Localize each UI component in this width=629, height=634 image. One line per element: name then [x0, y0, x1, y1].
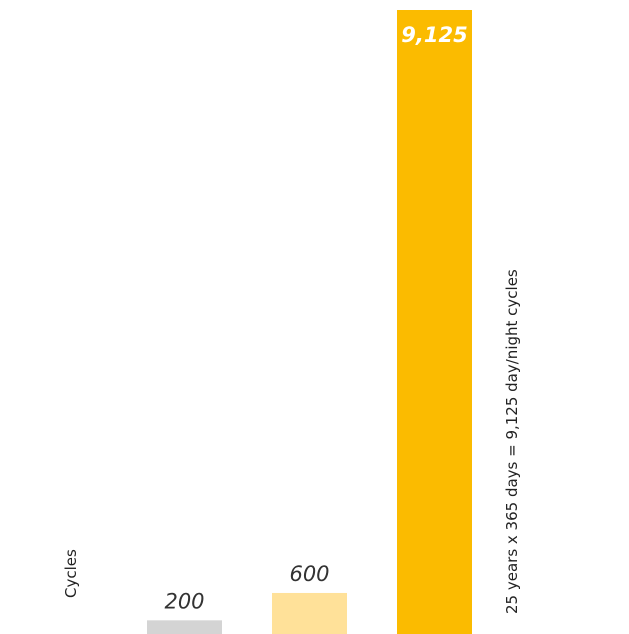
value-label-2: 600: [289, 562, 329, 586]
y-axis-label: Cycles: [62, 549, 80, 598]
calculation-annotation: 25 years x 365 days = 9,125 day/night cy…: [503, 269, 521, 614]
bar-2: [272, 592, 347, 634]
bar-1: [147, 620, 222, 634]
value-label-3: 9,125: [401, 23, 467, 47]
bars-group: [147, 10, 472, 634]
bar-3: [397, 10, 472, 634]
value-labels-group: 200 600 9,125: [164, 23, 467, 613]
value-label-1: 200: [164, 589, 204, 613]
